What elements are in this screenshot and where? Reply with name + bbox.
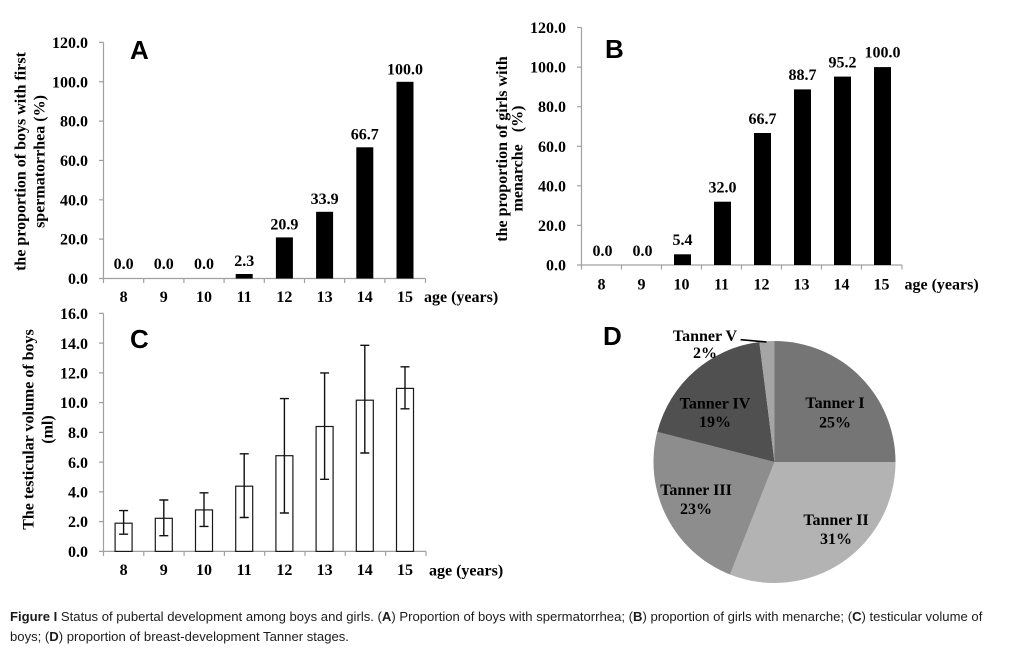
svg-text:B: B [605, 34, 624, 64]
svg-text:the proportion of boys with fi: the proportion of boys with first [13, 51, 30, 270]
svg-text:20.0: 20.0 [538, 218, 566, 235]
svg-text:Tanner II: Tanner II [803, 512, 868, 529]
svg-text:the proportion of girls with: the proportion of girls with [494, 56, 511, 242]
svg-text:10.0: 10.0 [60, 395, 88, 412]
svg-text:80.0: 80.0 [538, 99, 566, 116]
svg-text:8: 8 [598, 277, 606, 294]
svg-text:2.3: 2.3 [234, 253, 254, 270]
svg-text:0.0: 0.0 [546, 258, 566, 275]
svg-text:The testicular volume of boys: The testicular volume of boys [21, 329, 38, 530]
svg-text:age (years): age (years) [905, 277, 979, 294]
svg-text:12: 12 [276, 562, 292, 579]
svg-text:Tanner V: Tanner V [673, 328, 738, 345]
svg-text:14: 14 [357, 562, 373, 579]
svg-text:9: 9 [160, 289, 168, 306]
svg-text:14.0: 14.0 [60, 336, 88, 353]
svg-text:age (years): age (years) [424, 289, 498, 306]
svg-text:C: C [130, 324, 149, 354]
svg-text:A: A [130, 35, 149, 65]
svg-text:8: 8 [120, 289, 128, 306]
svg-text:60.0: 60.0 [538, 139, 566, 156]
svg-text:12: 12 [276, 289, 292, 306]
svg-text:menarche (%): menarche (%) [510, 106, 527, 212]
svg-text:20.9: 20.9 [270, 216, 298, 233]
svg-text:100.0: 100.0 [530, 60, 566, 77]
svg-text:13: 13 [794, 277, 810, 294]
svg-text:4.0: 4.0 [68, 485, 88, 502]
svg-text:100.0: 100.0 [387, 62, 423, 79]
svg-text:33.9: 33.9 [311, 191, 339, 208]
svg-text:15: 15 [397, 562, 413, 579]
svg-text:11: 11 [237, 562, 252, 579]
svg-text:60.0: 60.0 [60, 153, 88, 170]
svg-text:Tanner III: Tanner III [660, 482, 732, 499]
svg-text:D: D [603, 321, 622, 351]
svg-text:2%: 2% [693, 345, 717, 362]
svg-text:14: 14 [834, 277, 850, 294]
svg-text:0.0: 0.0 [154, 256, 174, 273]
svg-text:0.0: 0.0 [114, 256, 134, 273]
svg-text:95.2: 95.2 [829, 55, 857, 72]
svg-text:80.0: 80.0 [60, 114, 88, 131]
svg-text:23%: 23% [680, 501, 712, 518]
svg-text:10: 10 [674, 277, 690, 294]
svg-text:88.7: 88.7 [789, 67, 817, 84]
svg-text:31%: 31% [820, 531, 852, 548]
svg-text:9: 9 [160, 562, 168, 579]
svg-text:0.0: 0.0 [68, 271, 88, 288]
svg-text:100.0: 100.0 [52, 74, 88, 91]
svg-text:0.0: 0.0 [633, 243, 653, 260]
svg-text:age (years): age (years) [429, 563, 503, 580]
svg-text:10: 10 [196, 289, 212, 306]
svg-text:40.0: 40.0 [538, 178, 566, 195]
svg-text:0.0: 0.0 [593, 243, 613, 260]
svg-text:0.0: 0.0 [68, 544, 88, 561]
svg-text:13: 13 [317, 289, 333, 306]
svg-text:15: 15 [874, 277, 890, 294]
svg-text:25%: 25% [819, 415, 851, 432]
svg-text:14: 14 [357, 289, 373, 306]
svg-text:12.0: 12.0 [60, 366, 88, 383]
svg-text:12: 12 [754, 277, 770, 294]
svg-text:2.0: 2.0 [68, 514, 88, 531]
svg-text:20.0: 20.0 [60, 232, 88, 249]
svg-text:8.0: 8.0 [68, 425, 88, 442]
svg-text:spermatorrhea (%): spermatorrhea (%) [32, 95, 49, 228]
svg-text:6.0: 6.0 [68, 455, 88, 472]
svg-text:120.0: 120.0 [52, 35, 88, 52]
svg-text:66.7: 66.7 [351, 126, 379, 143]
svg-text:66.7: 66.7 [749, 111, 777, 128]
svg-text:9: 9 [638, 277, 646, 294]
svg-text:(ml): (ml) [40, 415, 57, 443]
svg-text:19%: 19% [699, 414, 731, 431]
svg-text:32.0: 32.0 [709, 180, 737, 197]
svg-text:13: 13 [317, 562, 333, 579]
svg-text:10: 10 [196, 562, 212, 579]
svg-text:120.0: 120.0 [530, 20, 566, 37]
svg-text:100.0: 100.0 [865, 45, 901, 62]
svg-text:40.0: 40.0 [60, 192, 88, 209]
svg-text:Tanner IV: Tanner IV [680, 396, 751, 413]
svg-text:15: 15 [397, 289, 413, 306]
svg-text:0.0: 0.0 [194, 256, 214, 273]
svg-text:Tanner I: Tanner I [805, 395, 864, 412]
svg-text:16.0: 16.0 [60, 306, 88, 323]
svg-text:11: 11 [237, 289, 252, 306]
svg-text:11: 11 [714, 277, 729, 294]
svg-text:8: 8 [120, 562, 128, 579]
svg-text:5.4: 5.4 [673, 232, 693, 249]
